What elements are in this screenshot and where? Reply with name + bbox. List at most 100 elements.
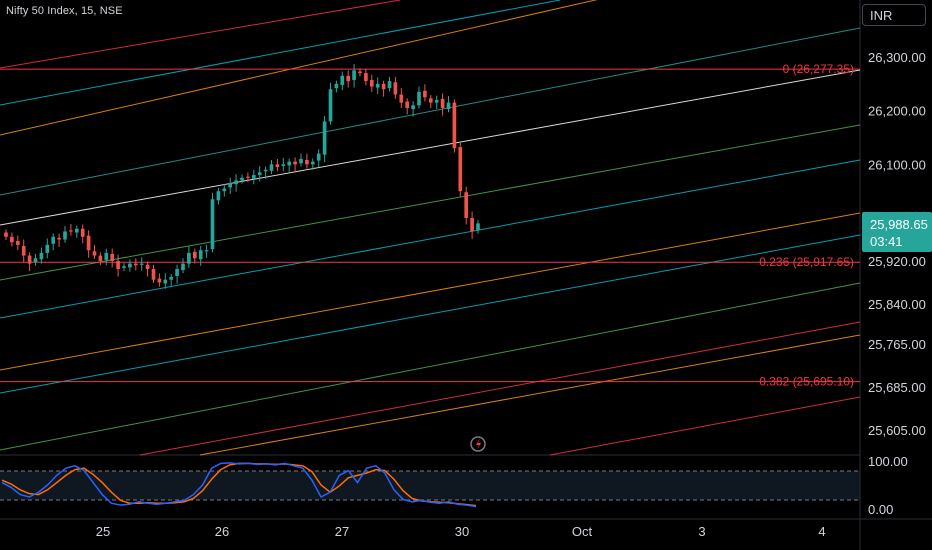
last-price-countdown: 03:41 — [870, 234, 903, 249]
candle-body — [133, 263, 138, 266]
candle-body — [246, 176, 250, 178]
candle-body — [204, 250, 209, 252]
fib-level-label: 0.236 (25,917.65) — [759, 255, 854, 269]
candle-body — [163, 279, 168, 284]
candle-body — [423, 90, 427, 98]
candle-body — [4, 232, 8, 237]
candle-body — [346, 75, 351, 82]
price-axis-label: 26,200.00 — [868, 104, 926, 119]
time-axis-label: 27 — [335, 524, 349, 539]
candle-body — [92, 251, 97, 256]
candle-body — [69, 230, 73, 232]
candle-body — [80, 228, 85, 237]
indicator-band — [0, 471, 860, 500]
candle-body — [57, 237, 61, 240]
candle-body — [145, 264, 150, 269]
channel-line — [0, 282, 861, 451]
indicator-axis-label: 100.00 — [868, 454, 908, 469]
candle-body — [375, 83, 380, 88]
candle-body — [110, 253, 115, 261]
candle-body — [169, 277, 174, 280]
channel-line — [0, 69, 861, 226]
candle-body — [187, 252, 191, 264]
candle-body — [293, 161, 297, 165]
price-axis-label: 25,840.00 — [868, 297, 926, 312]
candle-body — [216, 191, 221, 201]
time-axis-label: 25 — [96, 524, 110, 539]
price-axis-label: 25,605.00 — [868, 423, 926, 438]
channel-line — [549, 396, 861, 456]
candle-body — [210, 199, 215, 250]
candle-body — [198, 250, 203, 260]
candle-body — [181, 263, 185, 271]
channel-line — [0, 124, 861, 281]
candle-body — [275, 164, 280, 168]
candle-body — [175, 268, 179, 276]
candle-body — [257, 172, 262, 176]
candle-body — [104, 252, 109, 260]
candle-body — [228, 183, 233, 188]
last-price-value: 25,988.65 — [870, 217, 928, 232]
candle-body — [428, 98, 433, 103]
candle-body — [151, 268, 156, 280]
candle-body — [340, 75, 345, 85]
candle-body — [251, 175, 256, 179]
channel-line — [0, 0, 561, 106]
candle-body — [458, 147, 463, 192]
channel-line — [0, 27, 861, 196]
channel-line — [139, 321, 861, 456]
candle-body — [192, 251, 197, 259]
candle-body — [86, 235, 91, 251]
stoch-k-line — [1, 462, 477, 508]
candle-body — [464, 192, 469, 219]
time-axis-label: Oct — [572, 524, 593, 539]
candle-body — [15, 241, 20, 245]
candle-body — [470, 218, 474, 232]
channel-line — [199, 334, 861, 456]
candle-body — [369, 80, 374, 87]
price-axis-label: 26,100.00 — [868, 157, 926, 172]
candle-body — [157, 278, 162, 283]
candle-body — [381, 83, 386, 90]
channel-line — [0, 212, 861, 371]
candle-body — [10, 236, 14, 243]
candle-body — [51, 236, 56, 244]
candle-body — [287, 161, 292, 166]
fib-level-label: 0 (26,277.35) — [783, 62, 854, 76]
chart-title: Nifty 50 Index, 15, NSE — [6, 5, 123, 17]
candle-body — [399, 94, 404, 103]
candle-body — [393, 82, 398, 95]
event-marker-icon[interactable] — [470, 436, 486, 452]
candle-body — [281, 164, 286, 166]
candle-body — [446, 102, 451, 110]
candle-body — [411, 105, 415, 110]
time-axis-label: 26 — [215, 524, 229, 539]
candle-body — [299, 158, 303, 164]
candle-body — [440, 98, 445, 108]
candle-body — [387, 81, 392, 89]
price-axis-label: 26,300.00 — [868, 50, 926, 65]
candle-body — [358, 71, 362, 74]
candle-body — [269, 164, 274, 171]
candle-body — [476, 223, 480, 231]
candle-body — [316, 153, 321, 161]
candle-body — [334, 83, 339, 89]
candle-body — [434, 99, 439, 103]
candle-body — [33, 258, 38, 263]
currency-selector[interactable]: INR — [862, 4, 926, 26]
time-axis-label: 4 — [818, 524, 825, 539]
candle-body — [364, 73, 368, 82]
candle-body — [21, 245, 26, 256]
candle-body — [45, 244, 50, 253]
last-price-badge — [862, 212, 932, 252]
price-axis-label: 25,765.00 — [868, 337, 926, 352]
channel-line — [0, 159, 861, 319]
candle-body — [74, 228, 79, 233]
candle-body — [63, 231, 67, 240]
candle-body — [305, 160, 309, 165]
candle-body — [328, 89, 333, 122]
fib-level-label: 0.382 (25,695.10) — [759, 375, 854, 389]
candle-body — [27, 255, 32, 264]
candle-body — [452, 102, 457, 149]
